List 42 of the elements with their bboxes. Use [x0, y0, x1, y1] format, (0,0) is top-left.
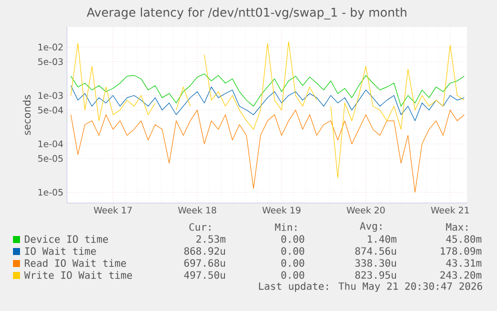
legend-label: Write IO Wait time	[24, 271, 132, 279]
text: 1.40m	[368, 235, 396, 243]
y-tick-label: 1e-03	[38, 92, 63, 99]
legend-label: Device IO time	[24, 235, 108, 243]
text: Max:	[446, 223, 468, 231]
y-tick-label: 5e-05	[38, 155, 63, 162]
x-tick-label: Week 20	[346, 206, 385, 214]
text: 178.09m	[440, 247, 482, 255]
text: Cur:	[189, 223, 210, 231]
line-series	[70, 74, 464, 107]
text: 823.95u	[355, 271, 396, 279]
y-tick-label: 5e-04	[38, 106, 63, 114]
line-series	[70, 110, 464, 193]
line-series	[70, 85, 464, 122]
x-tick-label: Week 19	[262, 206, 300, 214]
legend-label: Read IO Wait time	[24, 259, 126, 267]
text: 43.31m	[446, 259, 482, 267]
y-tick-label: 5e-03	[38, 58, 63, 66]
text: 874.56u	[355, 247, 396, 255]
y-axis-title: seconds	[22, 95, 31, 135]
text: 243.20m	[440, 271, 482, 279]
text: Avg:	[360, 222, 382, 232]
text: 338.30u	[355, 259, 396, 267]
text: 0.00	[281, 247, 304, 255]
legend-label: IO Wait time	[25, 247, 96, 255]
x-tick-label: Week 17	[94, 206, 132, 214]
text: 2.53m	[196, 235, 226, 243]
x-tick-label: Week 18	[178, 206, 216, 214]
chart-title: Average latency for /dev/ntt01-vg/swap_1 - by month	[86, 8, 406, 20]
text: 45.80m	[446, 235, 482, 243]
y-tick-label: 1e-05	[38, 188, 63, 196]
text: 0.00	[281, 271, 304, 279]
text: 868.92u	[184, 247, 225, 255]
text: 0.00	[281, 259, 304, 267]
text: Last update: Thu May 21 20:30:47 2026	[259, 282, 482, 292]
text: 0.00	[281, 235, 304, 243]
x-tick-label: Week 21	[430, 206, 469, 214]
text: 497.50u	[184, 271, 225, 279]
text: 697.68u	[184, 259, 225, 267]
text: Min:	[275, 223, 296, 231]
y-tick-label: 1e-04	[38, 140, 63, 148]
y-tick-label: 1e-02	[38, 44, 63, 50]
